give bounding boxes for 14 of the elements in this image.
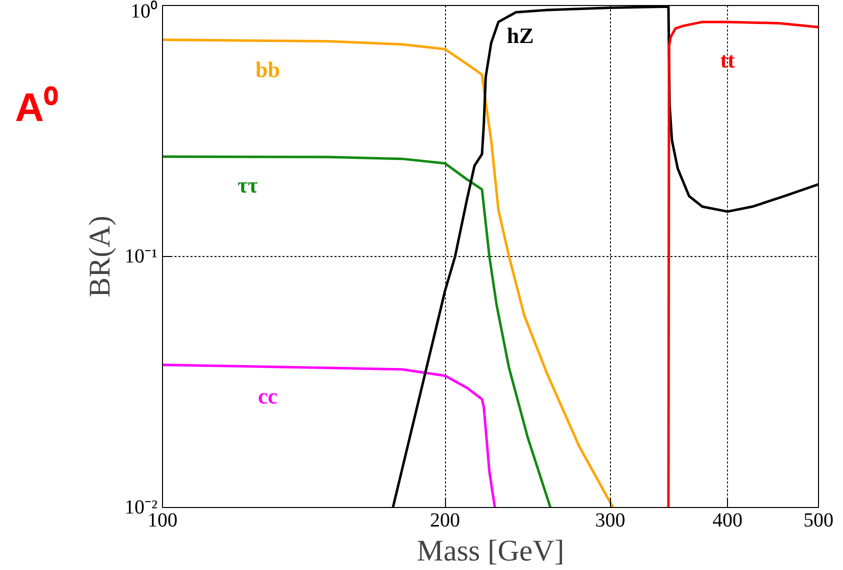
series-label: bb [256, 56, 280, 82]
series-label: hZ [506, 23, 534, 48]
series-label: tt [720, 47, 736, 72]
y-axis-title: BR(A) [84, 216, 117, 298]
series-label: ττ [238, 172, 258, 198]
y-tick-label: 10⁻¹ [124, 246, 158, 268]
text: A⁰ [15, 85, 58, 132]
y-tick-label: 10⁰ [130, 0, 158, 22]
x-tick-label: 200 [430, 510, 460, 532]
series-label: cc [258, 383, 278, 408]
x-tick-label: 300 [595, 510, 626, 532]
x-axis-title: Mass [GeV] [416, 534, 564, 568]
x-tick-label: 500 [804, 510, 834, 532]
x-tick-label: 400 [712, 510, 743, 532]
